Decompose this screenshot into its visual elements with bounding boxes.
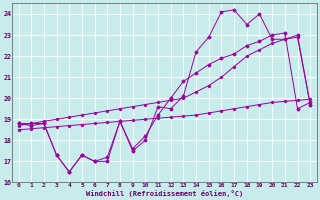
X-axis label: Windchill (Refroidissement éolien,°C): Windchill (Refroidissement éolien,°C) bbox=[86, 190, 243, 197]
